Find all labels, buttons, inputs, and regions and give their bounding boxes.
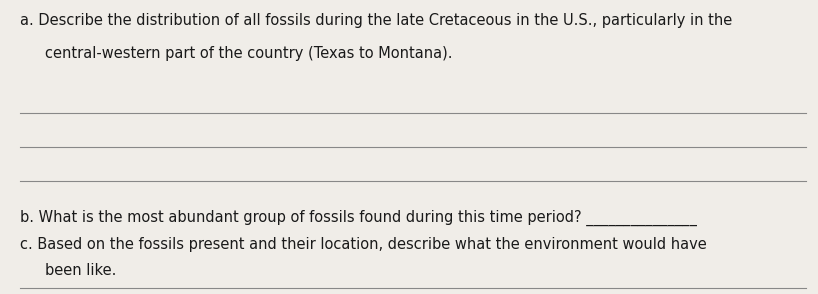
Text: central-western part of the country (Texas to Montana).: central-western part of the country (Tex…	[45, 46, 452, 61]
Text: c. Based on the fossils present and their location, describe what the environmen: c. Based on the fossils present and thei…	[20, 237, 708, 252]
Text: a. Describe the distribution of all fossils during the late Cretaceous in the U.: a. Describe the distribution of all foss…	[20, 13, 733, 28]
Text: been like.: been like.	[45, 263, 116, 278]
Text: b. What is the most abundant group of fossils found during this time period? ___: b. What is the most abundant group of fo…	[20, 210, 697, 226]
